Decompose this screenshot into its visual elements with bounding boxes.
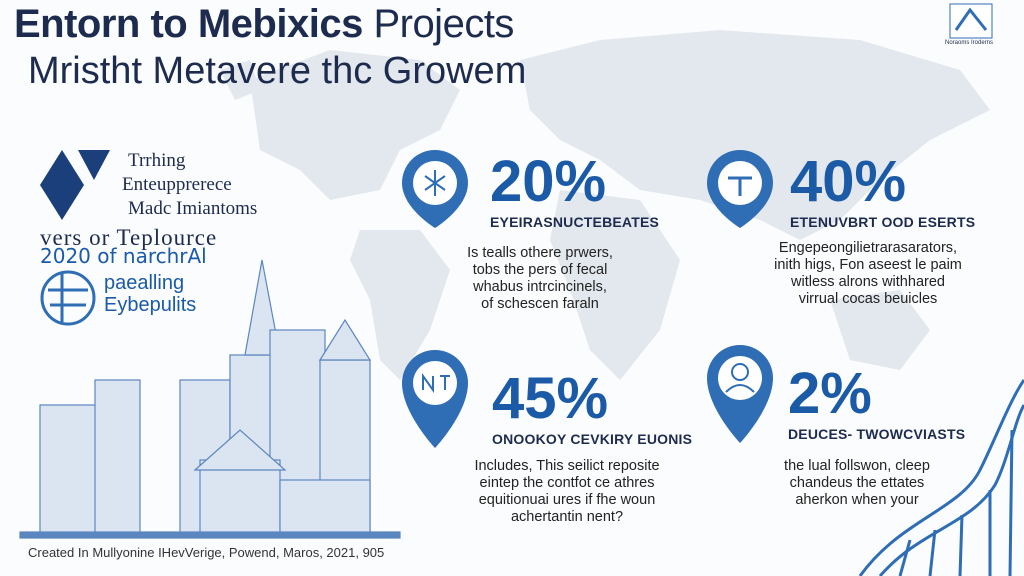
pin-icons — [402, 150, 773, 448]
left-line: Trrhing — [128, 150, 186, 171]
stat-label: EYEIRASNUCTEBEATES — [490, 214, 660, 230]
stat-label: ONOOKOY CEVKIRY EUONIS — [492, 431, 693, 447]
stat-text: achertantin nent? — [510, 509, 624, 525]
stat-value: 20% — [490, 149, 607, 214]
left-logo — [40, 150, 110, 220]
stat-text: Engepeongilietrarasarators, — [778, 240, 958, 256]
title-bold: Entorn to Mebixics — [14, 2, 363, 46]
title-light: Projects — [373, 2, 514, 46]
stat-value: 40% — [790, 149, 907, 214]
stat-text: Is tealls othere prwers, — [467, 245, 613, 261]
stat-value: 2% — [788, 361, 872, 426]
year-line: 2020 of narchrAl — [40, 244, 207, 268]
stat-text: Includes, This seilict reposite — [474, 458, 660, 474]
stat-text: witless alrons withhared — [791, 274, 945, 290]
stat-text: chandeus the ettates — [789, 475, 925, 491]
city-skyline — [19, 259, 401, 539]
stat-text: of schescen faraln — [481, 296, 599, 312]
corner-text: Noraoms Iroderns — [944, 40, 994, 46]
stat-text: tobs the pers of fecal — [472, 262, 608, 278]
badge-line: Eybepulits — [104, 294, 197, 316]
stat-label: ETENUVBRT OOD ESERTS — [790, 214, 976, 230]
year-line: vers or Teplource — [40, 225, 218, 250]
stat-text: inith higs, Fon aseest le paim — [774, 257, 962, 273]
subtitle: Mristht Metavere thc Growem — [28, 50, 527, 92]
stat-text: aherkon when your — [795, 492, 919, 508]
stat-text: the lual follswon, cleep — [784, 458, 930, 474]
left-line: Enteupprerece — [122, 174, 232, 195]
footer: Created In Mullyonine IHevVerige, Powend… — [28, 545, 385, 560]
stat-text: eintep the contfot ce athres — [479, 475, 655, 491]
badge-line: paealling — [104, 272, 185, 294]
stat-text: whabus intrcincinels, — [473, 279, 607, 295]
corner-logo — [949, 3, 993, 39]
left-line: Madc Imiantoms — [128, 198, 258, 219]
stat-label: DEUCES- TWOWCVIASTS — [788, 426, 966, 442]
roller-coaster — [858, 379, 1024, 576]
world-map — [220, 30, 990, 380]
title: Entorn to Mebixics Projects — [14, 2, 514, 47]
stat-value: 45% — [492, 366, 609, 431]
stat-text: equitionuai ures if fhe woun — [478, 492, 656, 508]
stat-text: virrual cocas beuicles — [798, 291, 938, 307]
badge-icon — [40, 270, 96, 326]
